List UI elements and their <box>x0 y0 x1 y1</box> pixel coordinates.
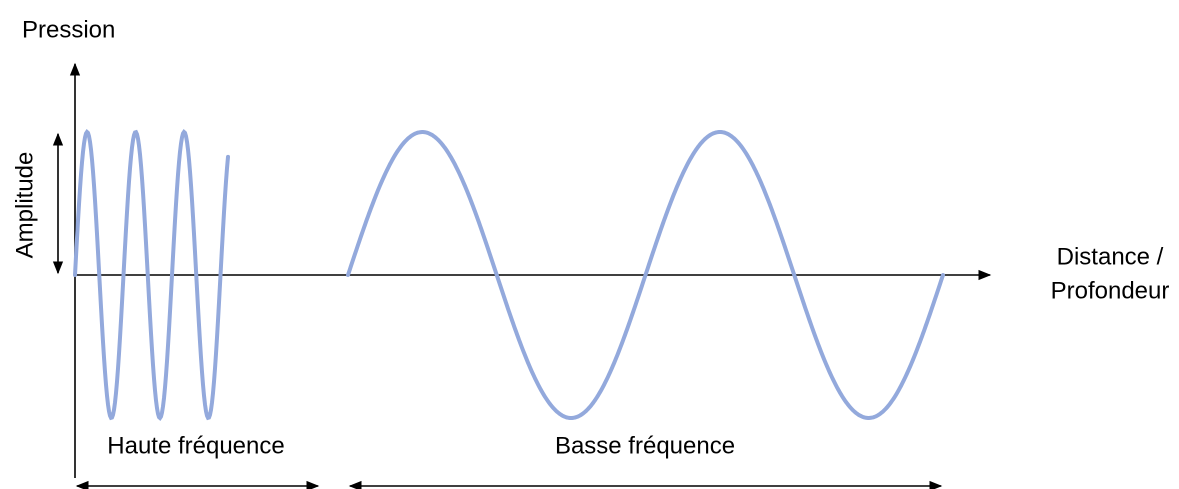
amplitude-label: Amplitude <box>11 152 38 259</box>
high-frequency-wave <box>73 128 230 422</box>
low-frequency-wave <box>346 130 945 420</box>
region-label: Basse fréquence <box>555 432 735 459</box>
x-axis-label: Distance / <box>1057 243 1164 270</box>
y-axis-label: Pression <box>22 16 115 43</box>
region-label: Haute fréquence <box>107 432 284 459</box>
x-axis-label: Profondeur <box>1051 277 1170 304</box>
